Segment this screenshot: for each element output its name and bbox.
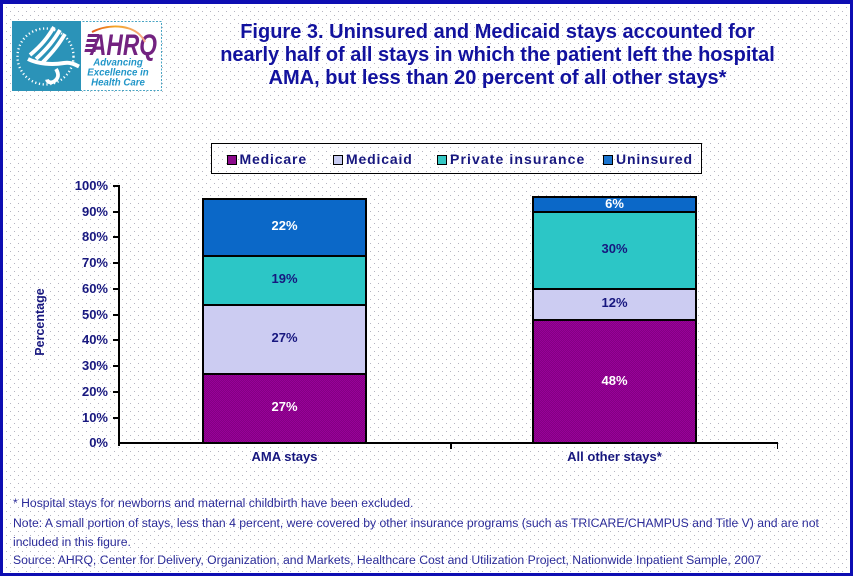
svg-text:Excellence in: Excellence in [87,68,148,79]
svg-text:Advancing: Advancing [92,58,143,69]
svg-text:Health Care: Health Care [91,78,145,89]
svg-text:AHRQ: AHRQ [89,29,157,62]
